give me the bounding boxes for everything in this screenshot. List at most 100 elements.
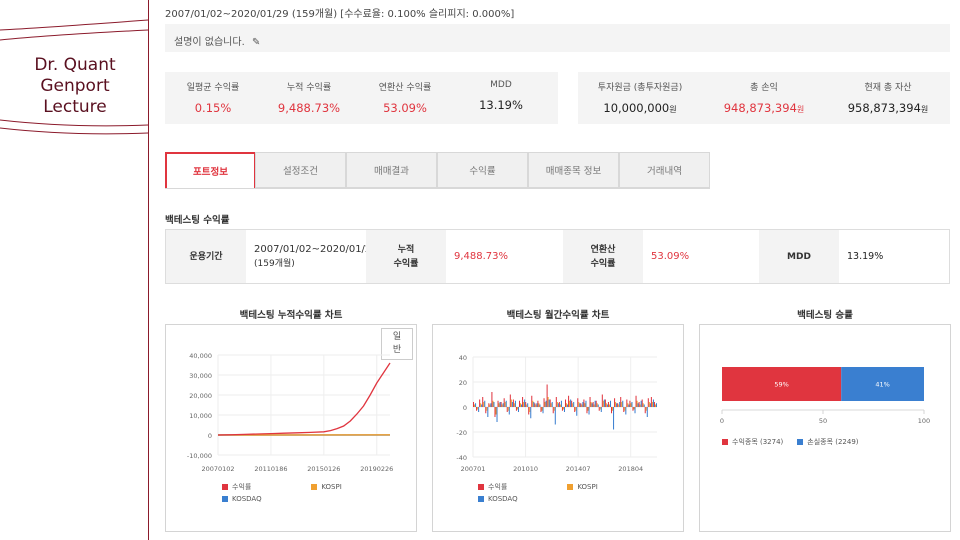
tab-5[interactable]: 거래내역 bbox=[619, 152, 710, 188]
legend-label: 수익종목 (3274) bbox=[732, 438, 784, 446]
bar-KOSDAQ bbox=[622, 400, 624, 407]
bar-KOSDAQ bbox=[655, 403, 657, 407]
bar-KOSDAQ bbox=[539, 404, 541, 407]
legend-swatch-blue bbox=[222, 496, 228, 502]
ann-value: 53.09% bbox=[651, 250, 690, 262]
bar-KOSDAQ bbox=[588, 407, 590, 415]
bar-label: 59% bbox=[774, 381, 788, 389]
legend-label: 손실종목 (2249) bbox=[807, 438, 859, 446]
bar-KOSPI bbox=[492, 400, 494, 407]
stat-label: 현재 총 자산 bbox=[864, 83, 912, 93]
bar-KOSPI bbox=[639, 404, 641, 407]
period-value: 2007/01/02~2020/01/29 (159개월) bbox=[246, 230, 446, 283]
legend-swatch-red bbox=[478, 484, 484, 490]
bar-KOSPI bbox=[504, 402, 506, 407]
bar-수익률 bbox=[626, 399, 628, 407]
bar-수익률 bbox=[589, 397, 591, 407]
legend-item-loss[interactable]: 손실종목 (2249) bbox=[797, 437, 859, 447]
bar-KOSPI bbox=[645, 407, 647, 411]
bar-수익률 bbox=[488, 403, 490, 407]
cumulative-chart-box bbox=[165, 324, 417, 532]
tab-2[interactable]: 매매결과 bbox=[346, 152, 437, 188]
x-tick-label: 20150126 bbox=[307, 465, 340, 473]
bar-KOSDAQ bbox=[585, 400, 587, 407]
bar-KOSDAQ bbox=[563, 407, 565, 412]
bar-KOSDAQ bbox=[542, 407, 544, 414]
bar-KOSPI bbox=[550, 403, 552, 407]
bar-수익률 bbox=[497, 400, 499, 407]
bar-label: 41% bbox=[875, 381, 889, 389]
bar-KOSDAQ bbox=[533, 402, 535, 407]
tab-0[interactable]: 포트정보 bbox=[165, 152, 256, 188]
bar-KOSDAQ bbox=[625, 407, 627, 415]
legend-swatch-red bbox=[722, 439, 728, 445]
bar-수익률 bbox=[611, 407, 613, 414]
cum-label: 누적 수익률 bbox=[366, 230, 446, 283]
bar-수익률 bbox=[565, 399, 567, 407]
bar-KOSDAQ bbox=[493, 402, 495, 407]
stat-2: 현재 총 자산 958,873,394원 bbox=[843, 80, 933, 115]
pencil-icon[interactable]: ✎ bbox=[251, 37, 261, 48]
bar-KOSDAQ bbox=[579, 403, 581, 407]
legend-label: 수익률 bbox=[488, 483, 508, 491]
legend-swatch-orange bbox=[567, 484, 574, 490]
legend-swatch-red bbox=[222, 484, 228, 490]
legend-item-return[interactable]: 수익률 bbox=[478, 482, 507, 492]
legend-item-kospi[interactable]: KOSPI bbox=[567, 482, 598, 492]
legend-item-kosdaq[interactable]: KOSDAQ bbox=[478, 495, 658, 503]
tab-1[interactable]: 설정조건 bbox=[255, 152, 346, 188]
bar-KOSPI bbox=[495, 407, 497, 415]
bar-KOSDAQ bbox=[475, 403, 477, 407]
description: 설명이 없습니다. ✎ bbox=[174, 33, 260, 48]
legend-item-return[interactable]: 수익률 bbox=[222, 482, 251, 492]
bar-수익률 bbox=[653, 402, 655, 407]
tab-4[interactable]: 매매종목 정보 bbox=[528, 152, 619, 188]
x-tick-label: 200701 bbox=[461, 465, 486, 473]
summary-table: 운용기간 2007/01/02~2020/01/29 (159개월) 누적 수익… bbox=[165, 229, 950, 284]
x-tick-label: 100 bbox=[918, 417, 930, 425]
bar-수익률 bbox=[500, 402, 502, 407]
ann-label-line1: 연환산 bbox=[590, 244, 616, 255]
legend-item-kospi[interactable]: KOSPI bbox=[311, 482, 342, 492]
x-tick-label: 20190226 bbox=[360, 465, 393, 473]
bar-KOSDAQ bbox=[511, 402, 513, 407]
bar-KOSDAQ bbox=[628, 404, 630, 407]
winrate-legend: 수익종목 (3274) 손실종목 (2249) bbox=[722, 437, 859, 447]
bar-KOSPI bbox=[590, 402, 592, 407]
bar-손실종목 (2249) bbox=[841, 367, 924, 401]
tab-3[interactable]: 수익률 bbox=[437, 152, 528, 188]
bar-KOSPI bbox=[575, 407, 577, 411]
bar-수익률 bbox=[647, 398, 649, 407]
bar-KOSPI bbox=[627, 403, 629, 407]
monthly-return-chart: 40 20 0 -20 -40 200701 201010 201407 201804 bbox=[456, 354, 657, 473]
y-tick-label: 40,000 bbox=[189, 352, 212, 360]
cum-label-line2: 수익률 bbox=[393, 258, 419, 269]
bar-수익률 bbox=[623, 407, 625, 412]
legend-item-kosdaq[interactable]: KOSDAQ bbox=[222, 495, 402, 503]
ann-label-line2: 수익률 bbox=[590, 258, 616, 269]
bar-KOSPI bbox=[608, 404, 610, 407]
bar-수익률 bbox=[586, 407, 588, 414]
stat-2: 연환산 수익률 53.09% bbox=[360, 80, 450, 115]
y-tick-label: 10,000 bbox=[189, 412, 212, 420]
bar-수익률 bbox=[617, 403, 619, 407]
mdd-label: MDD bbox=[759, 230, 839, 283]
legend-item-profit[interactable]: 수익종목 (3274) bbox=[722, 437, 783, 447]
cumulative-return-chart: 40,000 30,000 20,000 10,000 0 -10,000 20070102… bbox=[187, 352, 393, 473]
stats-box-left bbox=[165, 72, 558, 124]
bar-KOSPI bbox=[535, 404, 537, 407]
bar-수익률 bbox=[601, 394, 603, 407]
bar-KOSPI bbox=[569, 400, 571, 407]
bar-수익률 bbox=[604, 399, 606, 407]
x-tick-label: 201010 bbox=[513, 465, 538, 473]
margin-line bbox=[148, 0, 149, 540]
monthly-legend: 수익률 KOSPI KOSDAQ bbox=[478, 482, 658, 503]
bar-KOSDAQ bbox=[640, 400, 642, 407]
bar-KOSPI bbox=[483, 402, 485, 407]
bar-수익률 bbox=[641, 399, 643, 407]
legend-label: KOSDAQ bbox=[488, 495, 518, 503]
stat-label: 연환산 수익률 bbox=[378, 83, 432, 93]
y-tick-label: 20,000 bbox=[189, 392, 212, 400]
bar-KOSPI bbox=[541, 407, 543, 411]
bar-수익률 bbox=[549, 399, 551, 407]
